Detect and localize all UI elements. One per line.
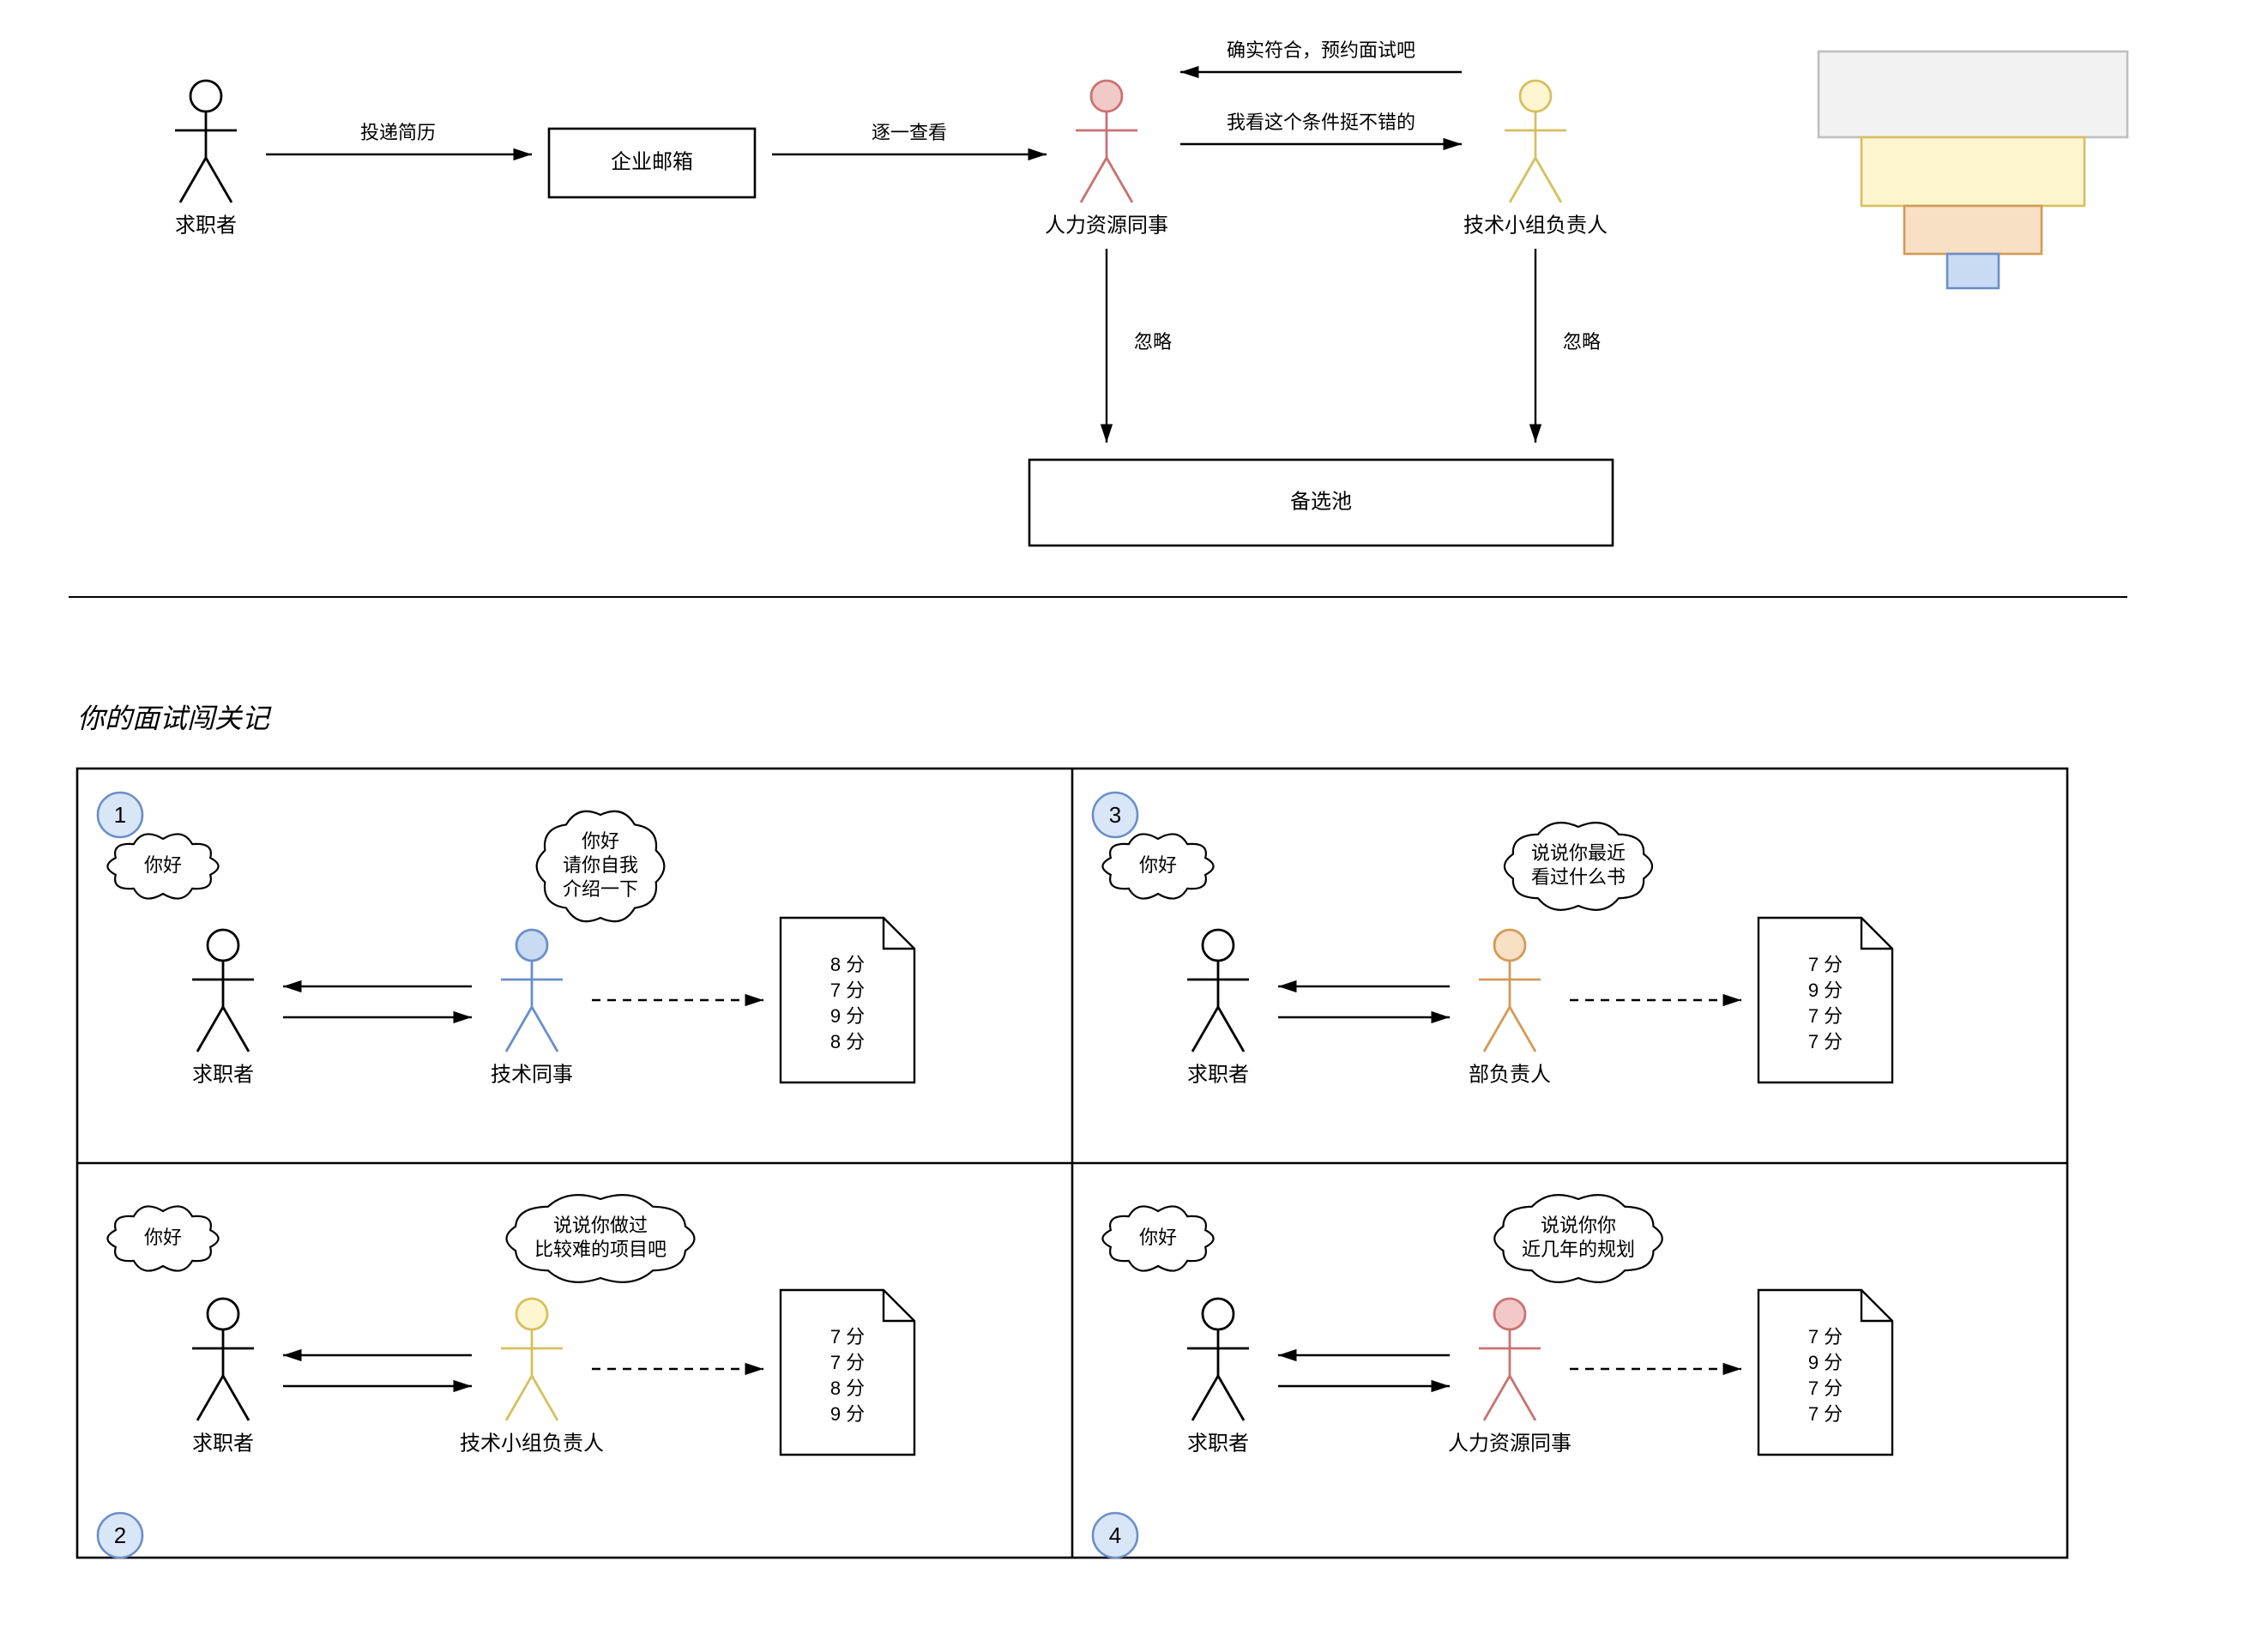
svg-text:7 分: 7 分 [830,1326,865,1348]
panel-actor-interviewer: 人力资源同事 [1448,1299,1571,1455]
pool-label: 备选池 [1290,490,1352,513]
actor-hr: 人力资源同事 [1045,81,1168,237]
actor-label: 求职者 [1187,1432,1249,1455]
flow-arrow-label: 逐一查看 [872,122,947,143]
svg-text:8 分: 8 分 [830,1031,865,1052]
panel-bubble-seeker: 你好 [107,1206,218,1270]
diagram-canvas: 求职者人力资源同事技术小组负责人企业邮箱备选池投递简历逐一查看我看这个条件挺不错… [0,0,2244,1652]
panel-actor-interviewer: 部负责人 [1469,930,1551,1086]
svg-text:你好: 你好 [1139,854,1177,876]
svg-text:7 分: 7 分 [1808,1403,1843,1425]
panel-3: 3 [1093,793,1137,837]
actor-label: 部负责人 [1469,1063,1551,1086]
svg-text:7 分: 7 分 [1808,1005,1843,1027]
flow-arrow-label: 我看这个条件挺不错的 [1227,112,1415,133]
svg-text:7 分: 7 分 [830,980,865,1001]
svg-text:7 分: 7 分 [1808,1378,1843,1399]
panel-actor-seeker: 求职者 [1187,1299,1249,1455]
actor-label: 技术小组负责人 [460,1432,604,1455]
svg-text:看过什么书: 看过什么书 [1531,866,1626,888]
panel-4: 4 [1093,1513,1137,1558]
svg-text:比较难的项目吧: 比较难的项目吧 [534,1239,667,1260]
svg-text:9 分: 9 分 [830,1403,865,1425]
svg-text:8 分: 8 分 [830,954,865,975]
svg-text:请你自我: 请你自我 [563,854,638,876]
panel-bubble-seeker: 你好 [107,834,218,898]
panel-2: 2 [98,1513,142,1558]
svg-text:说说你最近: 说说你最近 [1531,842,1626,864]
svg-text:7 分: 7 分 [830,1352,865,1373]
svg-text:9 分: 9 分 [1808,980,1843,1001]
panel-bubble-seeker: 你好 [1102,834,1213,898]
svg-text:说说你你: 说说你你 [1541,1215,1616,1236]
panel-badge-number: 4 [1109,1522,1121,1548]
svg-text:7 分: 7 分 [1808,1031,1843,1052]
actor-label: 求职者 [192,1063,254,1086]
panel-bubble-interviewer: 说说你你近几年的规划 [1494,1195,1662,1282]
panel-1: 1 [98,793,142,837]
section-title: 你的面试闯关记 [77,702,272,733]
svg-text:近几年的规划: 近几年的规划 [1522,1239,1635,1260]
panel-badge-number: 3 [1109,802,1121,828]
actor-label: 技术小组负责人 [1463,214,1608,237]
funnel-icon [1819,51,2127,288]
svg-text:9 分: 9 分 [830,1005,865,1027]
panel-score-sheet: 7 分 7 分 8 分 9 分 [781,1290,914,1455]
flow-arrow-label: 确实符合，预约面试吧 [1227,39,1415,61]
svg-text:7 分: 7 分 [1808,1326,1843,1348]
panel-badge-number: 1 [114,802,126,828]
flow-arrow-label: 忽略 [1563,331,1601,353]
svg-text:介绍一下: 介绍一下 [563,878,638,900]
flow-arrow-label: 投递简历 [360,122,436,143]
panel-score-sheet: 7 分 9 分 7 分 7 分 [1758,1290,1892,1455]
actor-label: 求职者 [1187,1063,1249,1086]
svg-text:你好: 你好 [144,1227,182,1248]
flow-arrow-label: 忽略 [1134,331,1172,353]
panel-actor-seeker: 求职者 [192,930,254,1086]
panel-actor-seeker: 求职者 [192,1299,254,1455]
actor-label: 技术同事 [491,1063,573,1086]
svg-text:8 分: 8 分 [830,1378,865,1399]
panel-actor-interviewer: 技术小组负责人 [460,1299,604,1455]
actor-label: 人力资源同事 [1448,1432,1571,1455]
actor-label: 求职者 [192,1432,254,1455]
panel-bubble-interviewer: 你好请你自我介绍一下 [537,811,665,921]
panel-actor-seeker: 求职者 [1187,930,1249,1086]
mailbox-label: 企业邮箱 [611,150,693,173]
svg-text:9 分: 9 分 [1808,1352,1843,1373]
actor-tech-lead: 技术小组负责人 [1463,81,1608,237]
panel-badge-number: 2 [114,1522,126,1548]
actor-label: 人力资源同事 [1045,214,1168,237]
panel-bubble-seeker: 你好 [1102,1206,1213,1270]
svg-text:说说你做过: 说说你做过 [553,1215,648,1236]
panel-actor-interviewer: 技术同事 [491,930,573,1086]
panel-score-sheet: 8 分 7 分 9 分 8 分 [781,918,914,1082]
actor-seeker: 求职者 [175,81,237,237]
actor-label: 求职者 [175,214,237,237]
svg-text:你好: 你好 [144,854,182,876]
panel-bubble-interviewer: 说说你最近看过什么书 [1505,823,1652,910]
panel-bubble-interviewer: 说说你做过比较难的项目吧 [507,1195,695,1282]
panel-score-sheet: 7 分 9 分 7 分 7 分 [1758,918,1892,1082]
svg-text:你好: 你好 [1139,1227,1177,1248]
svg-text:你好: 你好 [582,830,619,852]
svg-text:7 分: 7 分 [1808,954,1843,975]
